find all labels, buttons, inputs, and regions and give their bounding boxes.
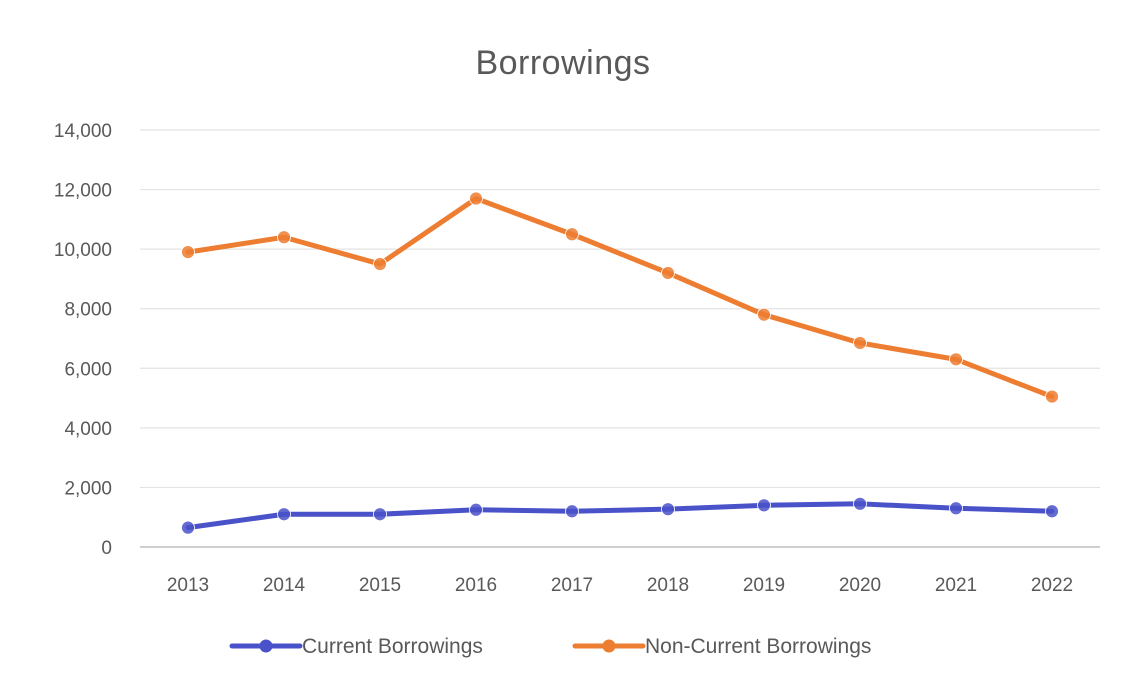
- data-point-marker: [853, 336, 867, 350]
- legend-item: Non-Current Borrowings: [572, 635, 871, 658]
- series-group: [181, 191, 1059, 404]
- data-point-marker: [469, 191, 483, 206]
- data-point-marker: [661, 266, 675, 280]
- x-tick-label: 2020: [839, 575, 881, 596]
- data-point-marker: [181, 245, 195, 260]
- data-point-marker: [469, 502, 483, 517]
- x-tick-label: 2015: [359, 575, 401, 596]
- data-point-marker: [757, 498, 771, 513]
- data-point-marker: [373, 507, 387, 522]
- y-tick-label: 0: [101, 538, 112, 559]
- x-tick-label: 2022: [1031, 575, 1073, 596]
- legend-label: Non-Current Borrowings: [645, 635, 871, 658]
- x-tick-label: 2019: [743, 575, 785, 596]
- data-point-marker: [565, 227, 579, 242]
- legend-item: Current Borrowings: [229, 635, 483, 658]
- y-tick-label: 6,000: [64, 359, 112, 380]
- data-point-marker: [757, 307, 771, 322]
- x-tick-label: 2016: [455, 575, 497, 596]
- y-tick-label: 12,000: [54, 181, 112, 202]
- y-tick-label: 2,000: [64, 478, 112, 499]
- legend-label: Current Borrowings: [302, 635, 483, 658]
- data-point-marker: [1045, 504, 1059, 519]
- y-tick-label: 4,000: [64, 419, 112, 440]
- data-point-marker: [853, 496, 867, 511]
- data-point-marker: [565, 504, 579, 519]
- data-point-marker: [949, 352, 963, 367]
- data-point-marker: [277, 230, 291, 245]
- data-point-marker: [949, 501, 963, 516]
- data-point-marker: [277, 507, 291, 522]
- legend-swatch-marker: [259, 639, 273, 653]
- legend: Current Borrowings Non-Current Borrowings: [229, 635, 871, 658]
- y-tick-label: 10,000: [54, 240, 112, 261]
- data-point-marker: [1045, 389, 1059, 404]
- y-tick-label: 8,000: [64, 300, 112, 321]
- x-axis-tick-labels: 2013 2014 2015 2016 2017 2018 2019 2020 2021 2022: [167, 575, 1073, 596]
- series-line: [185, 196, 1055, 400]
- legend-swatch-marker: [602, 639, 616, 653]
- chart-title: Borrowings: [475, 44, 651, 82]
- data-point-marker: [181, 520, 195, 535]
- data-point-marker: [661, 502, 675, 517]
- x-tick-label: 2018: [647, 575, 689, 596]
- y-tick-label: 14,000: [54, 121, 112, 142]
- gridlines: [140, 129, 1100, 548]
- data-point-marker: [373, 257, 387, 271]
- x-tick-label: 2017: [551, 575, 593, 596]
- series-lines: [181, 191, 1059, 535]
- series-group: [181, 496, 1059, 535]
- series-line: [185, 501, 1055, 531]
- x-tick-label: 2021: [935, 575, 977, 596]
- y-axis-tick-labels: 0 2,000 4,000 6,000 8,000 10,000 12,000 14,000: [54, 121, 112, 559]
- x-tick-label: 2014: [263, 575, 306, 596]
- x-tick-label: 2013: [167, 575, 209, 596]
